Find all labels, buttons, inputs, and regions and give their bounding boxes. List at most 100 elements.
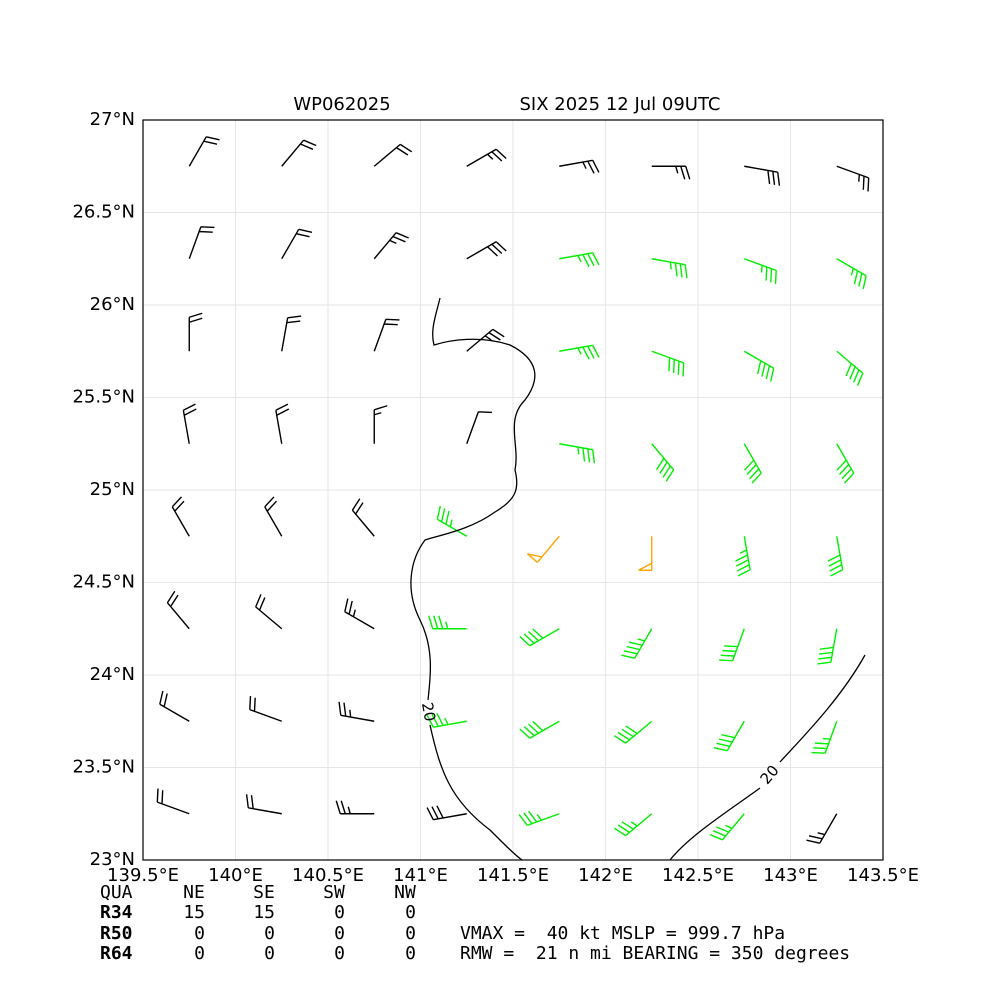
radius-value: 0 (334, 902, 345, 923)
wind-barb (188, 136, 220, 167)
wind-barb (836, 350, 864, 386)
contour-line (410, 297, 536, 861)
radius-value: 0 (264, 943, 275, 964)
wind-barb (156, 788, 190, 815)
y-tick-label: 24.5°N (72, 572, 135, 593)
wind-barb (613, 720, 653, 744)
wind-barb (559, 252, 600, 268)
wind-barb (171, 496, 190, 537)
wind-barb (436, 505, 468, 537)
radius-value: 0 (405, 923, 416, 944)
wind-barb (245, 794, 282, 815)
wind-barb (518, 810, 560, 827)
y-tick-label: 25°N (90, 479, 135, 500)
wind-barb (651, 165, 691, 180)
wind-barb (159, 690, 190, 722)
wind-barb (811, 721, 838, 754)
table-header: NW (394, 882, 416, 903)
wind-barb (281, 228, 313, 260)
wind-barb (709, 813, 745, 841)
wind-barb (806, 813, 838, 844)
wind-barb (428, 615, 467, 630)
y-tick-label: 24°N (90, 664, 135, 685)
wind-barb (651, 350, 685, 377)
x-tick-label: 143°E (763, 865, 818, 886)
storm-id: WP062025 (293, 94, 390, 115)
radius-value: 0 (334, 943, 345, 964)
y-tick-label: 27°N (90, 109, 135, 130)
radius-value: 0 (264, 923, 275, 944)
wind-barb (519, 720, 560, 739)
summary-line: RMW = 21 n mi BEARING = 350 degrees (460, 943, 850, 964)
x-tick-label: 141.5°E (477, 865, 549, 886)
wind-barb (559, 159, 600, 174)
radius-value: 15 (183, 902, 205, 923)
x-tick-label: 142.5°E (662, 865, 734, 886)
wind-barb (264, 496, 283, 537)
y-tick-label: 26°N (90, 294, 135, 315)
y-tick-label: 23°N (90, 849, 135, 870)
x-tick-label: 139.5°E (107, 865, 179, 886)
radius-value: 0 (405, 902, 416, 923)
wind-barb (743, 350, 775, 382)
x-tick-label: 140.5°E (292, 865, 364, 886)
wind-barb (466, 241, 507, 260)
y-tick-label: 26.5°N (72, 202, 135, 223)
wind-barb (827, 536, 844, 577)
wind-barb (519, 628, 560, 647)
wind-barb (466, 328, 505, 352)
wind-barb (466, 411, 492, 444)
wind-barb (373, 318, 400, 352)
wind-barb (281, 139, 317, 167)
radius-value: 0 (405, 943, 416, 964)
wind-barb (836, 443, 855, 484)
wind-barb (559, 344, 600, 360)
x-tick-label: 141°E (393, 865, 448, 886)
wind-barb (621, 628, 653, 659)
wind-barb (836, 165, 870, 192)
y-tick-label: 23.5°N (72, 757, 135, 778)
wind-barb (281, 315, 302, 352)
table-header: QUA (100, 882, 133, 903)
x-tick-label: 142°E (578, 865, 633, 886)
wind-barb (719, 628, 745, 662)
wind-barb (744, 165, 781, 186)
x-tick-label: 140°E (208, 865, 263, 886)
wind-barb (166, 590, 190, 630)
radius-value: 0 (334, 923, 345, 944)
wind-barb (559, 443, 596, 464)
wind-barb (426, 712, 467, 728)
wind-barb (255, 594, 283, 630)
summary-line: VMAX = 40 kt MSLP = 999.7 hPa (460, 923, 785, 944)
wind-barb (836, 258, 867, 290)
table-header: SW (323, 882, 345, 903)
wind-barb (526, 535, 560, 563)
wind-barb (744, 258, 777, 284)
wind-barb (651, 443, 675, 482)
contour-label: 20 (757, 762, 783, 788)
wind-barb (817, 628, 838, 665)
contour-line (669, 654, 866, 861)
wind-barb (188, 312, 203, 352)
wind-barb (638, 536, 653, 571)
table-header: SE (253, 882, 275, 903)
wind-barb (613, 813, 653, 837)
wind-barb (249, 696, 282, 722)
wind-barb (351, 498, 375, 537)
wind-barb (338, 701, 375, 722)
row-label: R50 (100, 923, 133, 944)
wind-barb (735, 536, 751, 577)
wind-barb (344, 598, 375, 630)
wind-barb (743, 443, 762, 484)
contour-label: 20 (418, 701, 439, 723)
wind-barb (188, 226, 215, 259)
wind-barb (373, 405, 388, 444)
wind-barb (373, 232, 409, 260)
radius-value: 0 (194, 923, 205, 944)
table-header: NE (183, 882, 205, 903)
wind-barb (713, 720, 745, 752)
row-label: R64 (100, 943, 133, 964)
wind-barb (182, 403, 197, 444)
